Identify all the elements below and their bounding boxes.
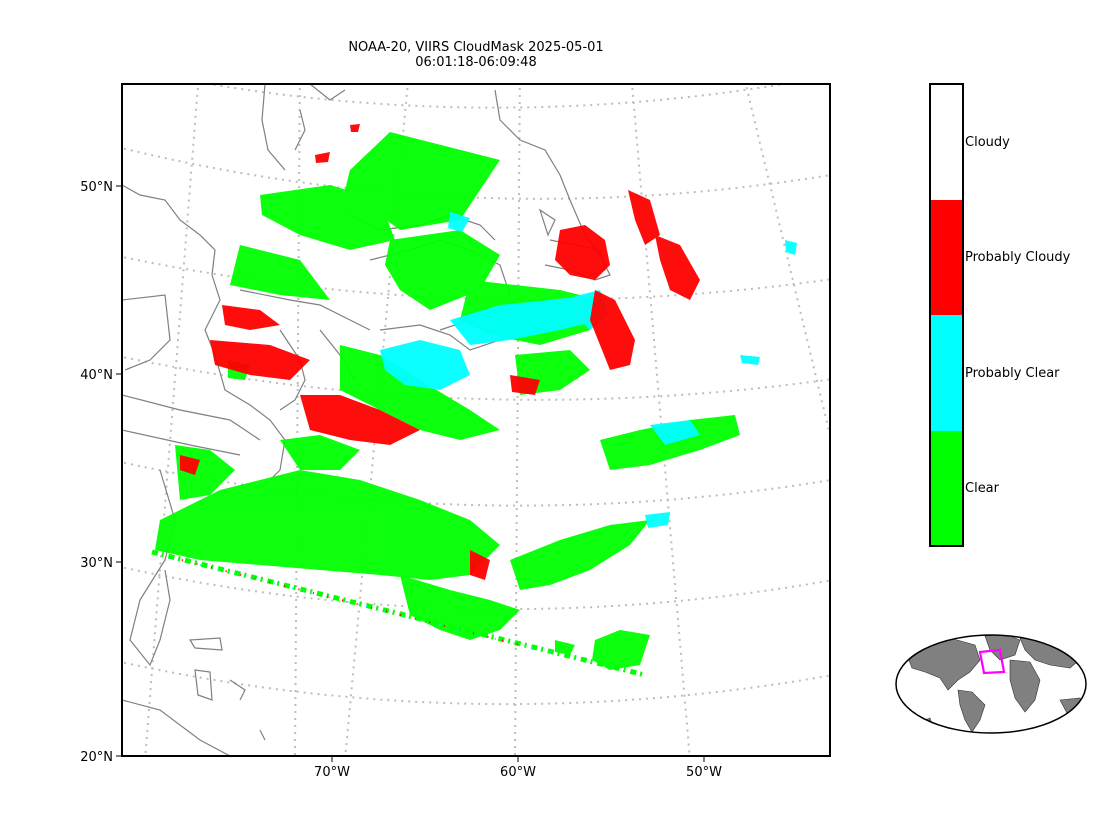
colorbar-swatch-cloudy [930, 84, 963, 200]
inset-highlight-box [978, 648, 1006, 675]
lon-tick-label: 50°W [686, 765, 722, 780]
colorbar-swatch-probably-cloudy [930, 200, 963, 315]
lat-tick-label: 20°N [80, 750, 113, 765]
colorbar-label: Clear [965, 481, 1000, 496]
map-title: NOAA-20, VIIRS CloudMask 2025-05-01 06:0… [122, 40, 830, 70]
map-frame [121, 83, 831, 757]
map-panel: 50°N 40°N 30°N 20°N 70°W 60°W 50°W [80, 83, 831, 780]
lon-tick-labels: 70°W 60°W 50°W [314, 756, 722, 780]
cloudmask-swath [151, 124, 797, 678]
map-title-line2: 06:01:18-06:09:48 [415, 55, 537, 70]
colorbar-legend: Cloudy Probably Cloudy Probably Clear Cl… [929, 83, 1071, 547]
colorbar-label: Probably Cloudy [965, 250, 1071, 265]
colorbar-swatch-clear [930, 431, 963, 546]
map-title-line1: NOAA-20, VIIRS CloudMask 2025-05-01 [348, 40, 604, 55]
colorbar-frame [929, 83, 964, 547]
lat-tick-label: 50°N [80, 180, 113, 195]
lat-tick-label: 40°N [80, 368, 113, 383]
lon-tick-label: 60°W [500, 765, 536, 780]
colorbar-swatch-probably-clear [930, 315, 963, 431]
lon-tick-label: 70°W [314, 765, 350, 780]
lat-tick-labels: 50°N 40°N 30°N 20°N [80, 180, 122, 765]
locator-inset-map [895, 634, 1087, 734]
colorbar-label: Cloudy [965, 135, 1010, 150]
colorbar-label: Probably Clear [965, 366, 1060, 381]
lat-tick-label: 30°N [80, 556, 113, 571]
